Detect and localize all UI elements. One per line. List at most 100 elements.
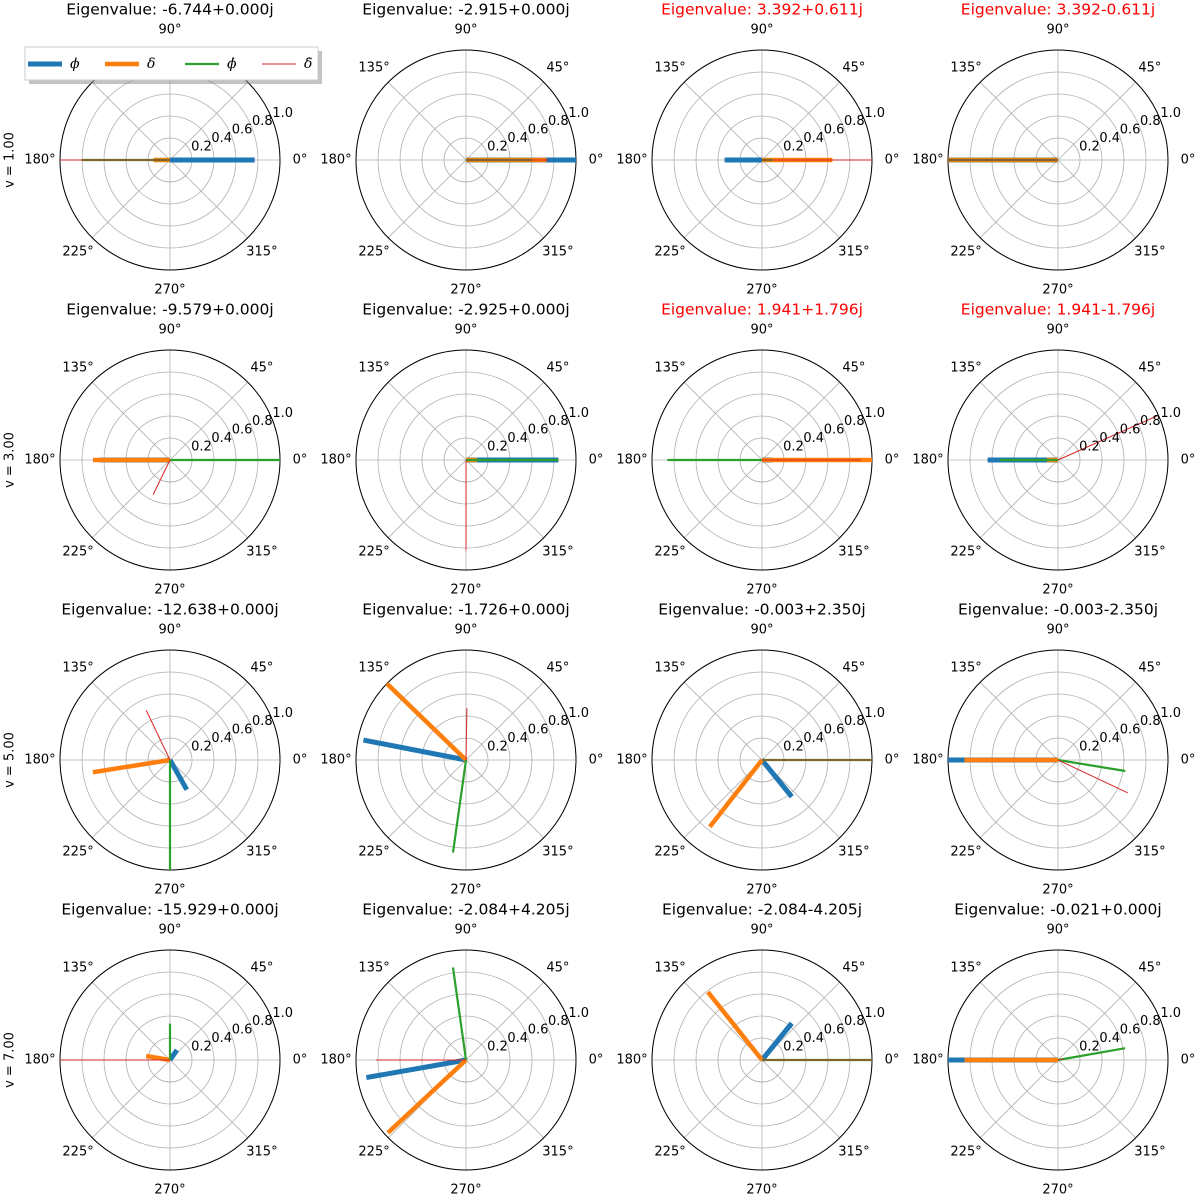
r-tick-label: 0.2 [1079,139,1100,154]
theta-tick-label: 270° [746,1183,777,1198]
theta-tick-label: 270° [450,283,481,298]
r-tick-label: 0.6 [1120,723,1141,738]
subplot-title: Eigenvalue: 1.941-1.796j [961,301,1155,319]
theta-grid [465,981,545,1061]
theta-tick-label: 225° [62,544,93,559]
theta-grid [465,1059,545,1139]
r-tick-label: 0.6 [528,1023,549,1038]
theta-grid [1057,459,1137,539]
theta-grid [683,381,763,461]
spine [355,649,577,871]
r-tick-label: 1.0 [272,406,293,421]
theta-grid [465,459,545,539]
theta-tick-label: 45° [842,361,865,376]
theta-grid [979,681,1059,761]
r-tick-label: 0.8 [844,714,865,729]
theta-tick-label: 45° [546,661,569,676]
theta-tick-label: 270° [450,1183,481,1198]
theta-grid [91,681,171,761]
r-tick-label: 0.4 [211,431,232,446]
mode-vector [706,990,764,1062]
mode-vector [1057,759,1128,794]
r-tick-label: 0.8 [844,114,865,129]
theta-grid [91,1059,171,1139]
theta-tick-label: 135° [654,361,685,376]
mode-vector [385,681,468,762]
theta-tick-label: 0° [293,753,308,768]
r-tick-label: 0.6 [824,423,845,438]
theta-tick-label: 180° [616,153,647,168]
theta-tick-label: 180° [320,753,351,768]
theta-grid [387,381,467,461]
theta-tick-label: 315° [542,544,573,559]
theta-tick-label: 270° [1042,583,1073,598]
r-tick-label: 1.0 [568,406,589,421]
r-tick-label: 0.2 [487,739,508,754]
polar-plot: 0° 45° 90° 135° 180° 225° 270° 315° 0.20.40.60.8… [616,901,899,1198]
theta-tick-label: 315° [542,1144,573,1159]
r-tick-label: 0.6 [1120,123,1141,138]
theta-grid [761,681,841,761]
r-tick-label: 0.6 [528,723,549,738]
theta-tick-label: 0° [1181,1053,1196,1068]
polar-plot: 0° 45° 90° 135° 180° 225° 270° 315° 0.20.40.60.8… [320,301,603,598]
theta-tick-label: 315° [1134,844,1165,859]
theta-tick-label: 45° [1138,61,1161,76]
spine [355,949,577,1171]
theta-tick-label: 135° [358,961,389,976]
theta-grid [169,1059,249,1139]
theta-tick-label: 225° [654,244,685,259]
theta-tick-label: 0° [1181,153,1196,168]
polar-plot: 0° 45° 90° 135° 180° 225° 270° 315° 0.20.40.60.8… [24,301,307,598]
r-tick-label: 0.8 [548,1014,569,1029]
row-label: v = 3.00 [3,432,18,488]
theta-tick-label: 180° [320,153,351,168]
r-tick-label: 0.2 [487,139,508,154]
theta-tick-label: 90° [750,923,773,938]
theta-tick-label: 315° [838,844,869,859]
theta-grid [683,681,763,761]
theta-tick-label: 270° [450,583,481,598]
theta-tick-label: 90° [454,923,477,938]
r-tick-label: 0.8 [844,1014,865,1029]
theta-tick-label: 0° [1181,453,1196,468]
subplot-title: Eigenvalue: -9.579+0.000j [66,301,273,319]
theta-tick-label: 315° [838,544,869,559]
r-tick-label: 0.8 [1140,714,1161,729]
theta-tick-label: 45° [546,61,569,76]
r-tick-label: 1.0 [864,406,885,421]
r-tick-label: 0.2 [1079,739,1100,754]
polar-plot: 0° 45° 90° 135° 180° 225° 270° 315° 0.20.40.60.8… [616,1,899,298]
r-tick-label: 1.0 [272,1006,293,1021]
theta-tick-label: 180° [912,1053,943,1068]
r-tick-label: 0.2 [1079,1039,1100,1054]
r-tick-label: 0.6 [528,423,549,438]
theta-tick-label: 315° [542,244,573,259]
theta-tick-label: 315° [246,244,277,259]
r-tick-label: 0.4 [803,131,824,146]
theta-grid [465,81,545,161]
theta-tick-label: 315° [1134,244,1165,259]
theta-tick-label: 90° [454,623,477,638]
theta-tick-label: 225° [358,844,389,859]
r-tick-label: 0.2 [783,739,804,754]
theta-tick-label: 315° [246,844,277,859]
mode-vector [1057,414,1159,461]
theta-tick-label: 45° [842,661,865,676]
legend-label: ϕ̇ [227,56,237,72]
theta-grid [683,159,763,239]
legend-label: δ̇ [304,56,312,72]
theta-tick-label: 90° [750,323,773,338]
r-tick-label: 0.6 [232,723,253,738]
polar-plot: 0° 45° 90° 135° 180° 225° 270° 315° 0.20.40.60.8… [616,601,899,898]
r-tick-label: 0.4 [1099,731,1120,746]
theta-grid [169,381,249,461]
r-tick-label: 0.6 [1120,1023,1141,1038]
theta-grid [979,759,1059,839]
theta-tick-label: 225° [62,1144,93,1159]
polar-plot: 0° 45° 90° 135° 180° 225° 270° 315° 0.20.40.60.8… [912,601,1195,898]
theta-grid [465,381,545,461]
r-tick-label: 1.0 [272,106,293,121]
mode-vector [152,459,171,495]
